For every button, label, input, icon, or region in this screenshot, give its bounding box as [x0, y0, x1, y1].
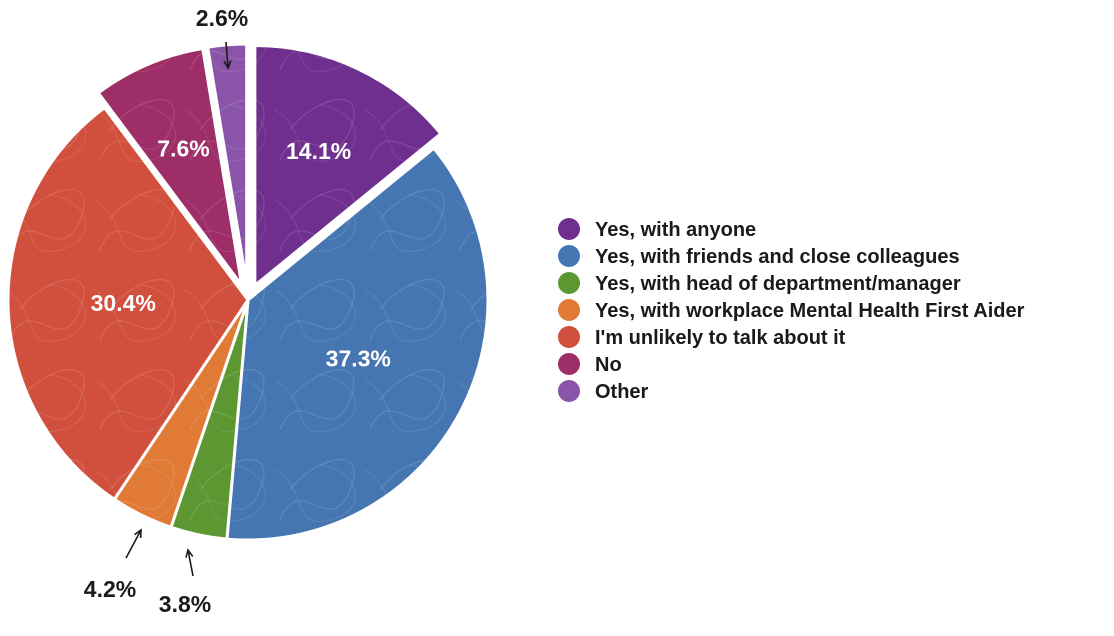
slice-yes-with-workplace-mental-health-first-aider-texture	[114, 300, 248, 528]
legend-item-yes-with-friends-and-close-colleagues: Yes, with friends and close colleagues	[558, 245, 960, 268]
legend-item-yes-with-head-of-department-manager: Yes, with head of department/manager	[558, 272, 961, 295]
pie-callouts	[125, 41, 232, 577]
legend-item-yes-with-anyone-label: Yes, with anyone	[595, 219, 756, 241]
legend-item-yes-with-workplace-mental-health-first-aider: Yes, with workplace Mental Health First …	[558, 299, 1025, 322]
slice-yes-with-workplace-mental-health-first-aider-callout-line	[125, 529, 142, 559]
slice-yes-with-anyone-texture	[254, 45, 441, 286]
slice-yes-with-head-of-department-manager-callout-line	[187, 549, 194, 577]
slice-other-label: 2.6%	[196, 5, 248, 31]
legend-item-yes-with-anyone: Yes, with anyone	[558, 218, 756, 241]
legend-item-other-label: Other	[595, 381, 649, 403]
legend-item-no: No	[558, 353, 622, 376]
slice-i-m-unlikely-to-talk-about-it-texture	[7, 107, 249, 500]
legend-item-no-label: No	[595, 354, 622, 376]
legend-item-no-swatch	[558, 353, 580, 375]
legend-item-yes-with-friends-and-close-colleagues-swatch	[558, 245, 580, 267]
slice-i-m-unlikely-to-talk-about-it-label: 30.4%	[91, 290, 156, 316]
pie-labels: 14.1% 37.3% 3.8% 4.2% 30.4% 7.6% 2.6%	[84, 5, 391, 617]
slice-yes-with-friends-and-close-colleagues-label: 37.3%	[326, 345, 391, 371]
legend-item-yes-with-workplace-mental-health-first-aider-swatch	[558, 299, 580, 321]
legend-item-yes-with-head-of-department-manager-label: Yes, with head of department/manager	[595, 273, 961, 295]
legend-item-i-m-unlikely-to-talk-about-it: I'm unlikely to talk about it	[558, 326, 846, 349]
slice-yes-with-workplace-mental-health-first-aider-callout-arrow	[134, 528, 142, 539]
legend-item-yes-with-friends-and-close-colleagues-label: Yes, with friends and close colleagues	[595, 246, 960, 268]
legend-item-other-swatch	[558, 380, 580, 402]
legend-item-i-m-unlikely-to-talk-about-it-label: I'm unlikely to talk about it	[595, 327, 846, 349]
legend-item-other: Other	[558, 380, 649, 403]
slice-no-label: 7.6%	[157, 135, 209, 161]
slice-other-callout-line	[225, 41, 229, 69]
slice-no-texture	[98, 48, 242, 286]
legend: Yes, with anyone Yes, with friends and cl…	[558, 218, 1025, 403]
slice-yes-with-workplace-mental-health-first-aider-label: 4.2%	[84, 576, 136, 602]
slice-other-texture	[207, 44, 247, 285]
slice-yes-with-head-of-department-manager-label: 3.8%	[159, 591, 211, 617]
slice-yes-with-head-of-department-manager-texture	[170, 300, 248, 540]
slice-yes-with-friends-and-close-colleagues-texture	[226, 148, 489, 540]
legend-item-i-m-unlikely-to-talk-about-it-swatch	[558, 326, 580, 348]
legend-item-yes-with-workplace-mental-health-first-aider-label: Yes, with workplace Mental Health First …	[595, 300, 1025, 322]
legend-item-yes-with-anyone-swatch	[558, 218, 580, 240]
pie-slice-textures	[7, 44, 489, 540]
legend-item-yes-with-head-of-department-manager-swatch	[558, 272, 580, 294]
slice-yes-with-head-of-department-manager-callout-arrow	[185, 548, 194, 558]
slice-yes-with-anyone-label: 14.1%	[286, 138, 351, 164]
slice-other-callout-arrow	[223, 60, 232, 70]
